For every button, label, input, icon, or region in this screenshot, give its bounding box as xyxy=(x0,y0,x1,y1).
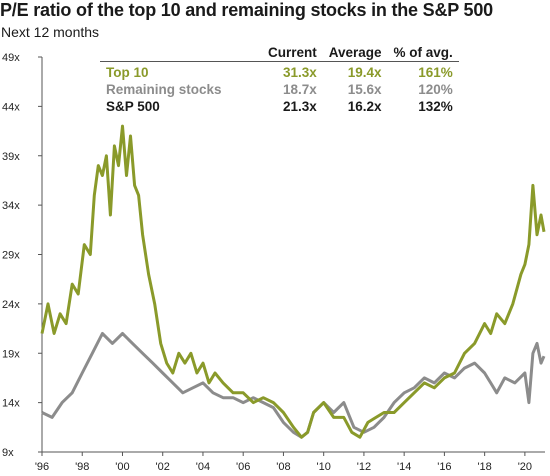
y-tick-label: 29x xyxy=(2,250,20,262)
x-tick-label: '96 xyxy=(35,461,49,473)
y-tick-label: 44x xyxy=(2,101,20,113)
x-tick-label: '14 xyxy=(397,461,411,473)
x-tick-label: '12 xyxy=(357,461,371,473)
x-tick-label: '08 xyxy=(276,461,290,473)
row-pct: 161% xyxy=(418,65,453,80)
table-row-remaining-stocks: Remaining stocks 18.7x 15.6x 120% xyxy=(100,81,459,98)
y-axis-ticks: 9x 14x 19x 24x 29x 34x 39x 44x 49x xyxy=(2,52,42,459)
x-axis-ticks: '96 '98 '00 '02 '04 '06 '08 '10 '12 '14 '16 '18 '20 xyxy=(35,452,532,473)
row-current: 18.7x xyxy=(282,82,317,97)
row-label: Top 10 xyxy=(106,65,149,80)
row-label: Remaining stocks xyxy=(106,82,222,97)
y-tick-label: 39x xyxy=(2,151,20,163)
row-current: 31.3x xyxy=(282,65,317,80)
x-tick-label: '20 xyxy=(518,461,532,473)
table-row-top10: Top 10 31.3x 19.4x 161% xyxy=(100,62,459,82)
chart-title: P/E ratio of the top 10 and remaining st… xyxy=(0,0,493,20)
y-tick-label: 49x xyxy=(2,52,20,64)
x-tick-label: '10 xyxy=(317,461,331,473)
chart-subtitle: Next 12 months xyxy=(1,24,100,40)
row-average: 19.4x xyxy=(347,65,382,80)
series-lines xyxy=(40,124,546,439)
x-tick-label: '02 xyxy=(156,461,170,473)
y-tick-label: 24x xyxy=(2,299,20,311)
row-pct: 120% xyxy=(418,82,453,97)
table-header-pct-of-avg: % of avg. xyxy=(387,44,459,62)
y-tick-label: 19x xyxy=(2,348,20,360)
row-current: 21.3x xyxy=(282,99,317,114)
summary-table-header: Current Average % of avg. xyxy=(100,44,459,62)
x-tick-label: '06 xyxy=(236,461,250,473)
x-tick-label: '16 xyxy=(437,461,451,473)
table-row-sp500: S&P 500 21.3x 16.2x 132% xyxy=(100,98,459,115)
series-line-top-10 xyxy=(40,124,546,439)
row-pct: 132% xyxy=(418,99,453,114)
table-header-blank xyxy=(100,44,262,62)
table-header-average: Average xyxy=(322,44,388,62)
y-tick-label: 34x xyxy=(2,200,20,212)
row-average: 15.6x xyxy=(347,82,382,97)
row-average: 16.2x xyxy=(347,99,382,114)
x-tick-label: '00 xyxy=(115,461,129,473)
x-tick-label: '04 xyxy=(196,461,210,473)
row-label: S&P 500 xyxy=(106,99,160,114)
x-tick-label: '18 xyxy=(477,461,491,473)
x-tick-label: '98 xyxy=(75,461,89,473)
y-tick-label: 14x xyxy=(2,398,20,410)
table-header-current: Current xyxy=(262,44,323,62)
y-tick-label: 9x xyxy=(2,447,14,459)
summary-table: Current Average % of avg. Top 10 31.3x 1… xyxy=(100,44,459,115)
